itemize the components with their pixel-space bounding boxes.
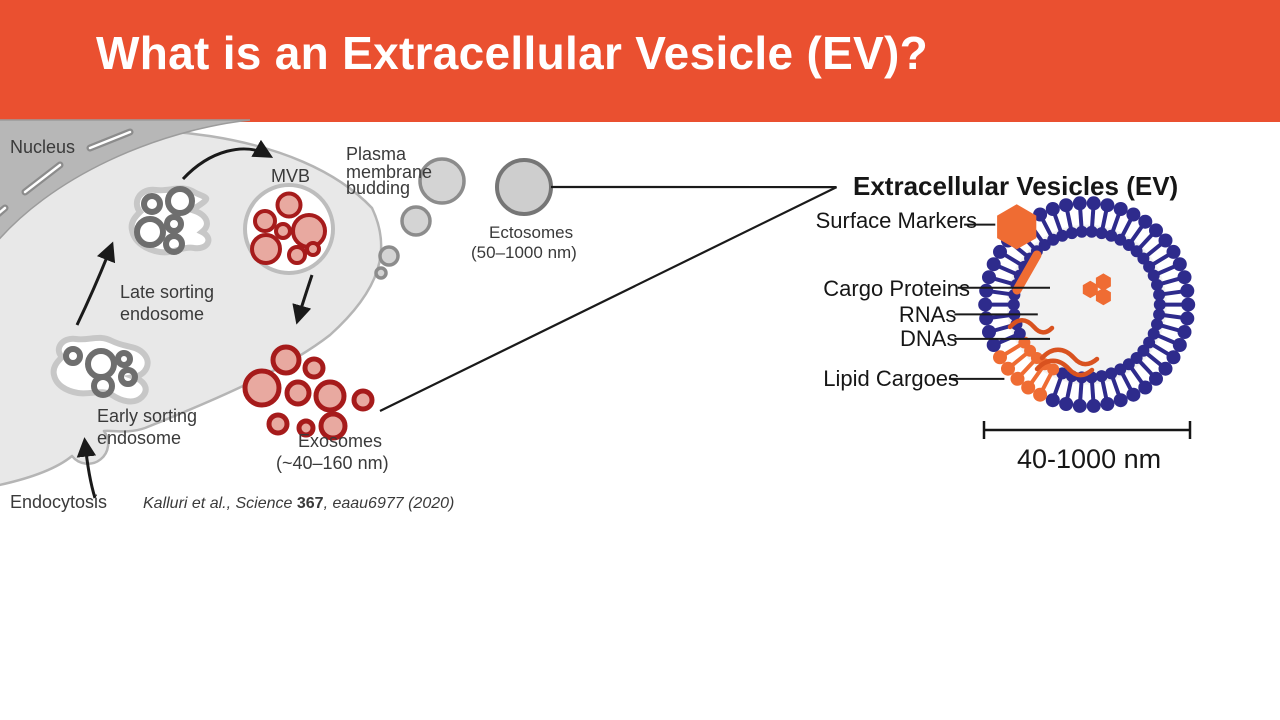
svg-text:Cargo Proteins: Cargo Proteins <box>823 276 970 301</box>
svg-text:40-1000 nm: 40-1000 nm <box>1017 444 1161 474</box>
svg-text:Surface Markers: Surface Markers <box>816 208 977 233</box>
svg-text:DNAs: DNAs <box>900 326 957 351</box>
svg-text:RNAs: RNAs <box>899 302 956 327</box>
svg-text:Lipid Cargoes: Lipid Cargoes <box>823 366 959 391</box>
